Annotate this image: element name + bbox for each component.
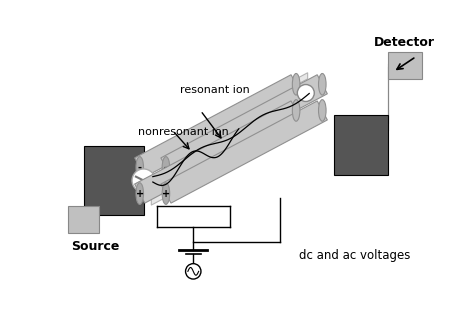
- Text: -: -: [138, 162, 142, 172]
- Polygon shape: [161, 75, 328, 177]
- Bar: [83, 146, 144, 215]
- Ellipse shape: [292, 100, 300, 121]
- Ellipse shape: [136, 183, 144, 204]
- Polygon shape: [135, 75, 301, 177]
- Text: Source: Source: [71, 240, 119, 253]
- Ellipse shape: [136, 157, 144, 178]
- Text: resonant ion: resonant ion: [180, 85, 249, 95]
- Ellipse shape: [162, 183, 170, 204]
- Polygon shape: [161, 101, 328, 203]
- Text: dc and ac voltages: dc and ac voltages: [299, 249, 410, 262]
- Text: -: -: [164, 162, 168, 172]
- Text: nonresonant ion: nonresonant ion: [138, 127, 229, 137]
- Circle shape: [132, 169, 155, 192]
- Polygon shape: [135, 101, 301, 203]
- Text: Detector: Detector: [374, 36, 435, 49]
- Ellipse shape: [292, 74, 300, 95]
- Bar: [68, 206, 99, 233]
- Ellipse shape: [319, 74, 326, 95]
- Polygon shape: [151, 116, 308, 205]
- Circle shape: [185, 264, 201, 279]
- Polygon shape: [151, 73, 308, 162]
- Circle shape: [297, 85, 314, 101]
- Ellipse shape: [162, 157, 170, 178]
- Bar: [388, 52, 422, 79]
- Text: +: +: [136, 189, 144, 198]
- Bar: [334, 115, 388, 175]
- Ellipse shape: [319, 100, 326, 121]
- Text: +: +: [162, 189, 170, 198]
